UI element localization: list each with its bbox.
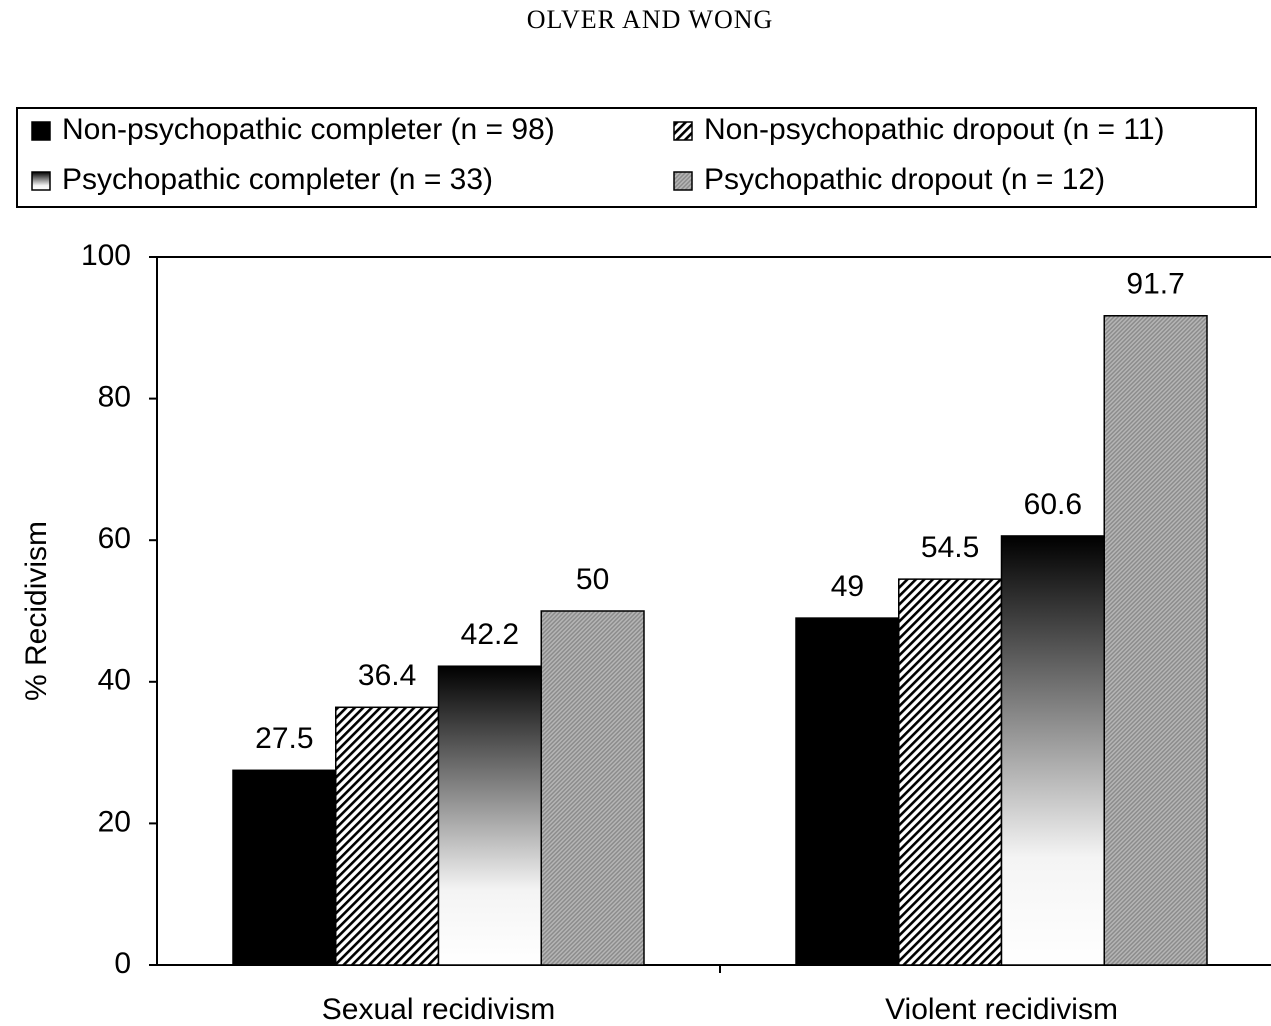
bar — [898, 578, 1003, 966]
value-label: 27.5 — [255, 722, 313, 755]
y-axis-label: % Recidivism — [20, 521, 53, 701]
value-label: 50 — [576, 563, 609, 596]
bar — [540, 610, 645, 966]
value-label: 54.5 — [921, 531, 979, 564]
legend-label: Psychopathic dropout (n = 12) — [704, 163, 1105, 196]
bar — [1000, 535, 1105, 966]
legend-swatch — [673, 171, 693, 191]
y-tick-label: 80 — [98, 381, 131, 414]
y-tick-label: 100 — [81, 239, 131, 272]
value-label: 42.2 — [461, 618, 519, 651]
legend-swatch — [673, 121, 693, 141]
legend-label: Non-psychopathic completer (n = 98) — [62, 113, 555, 146]
bar — [1103, 315, 1208, 966]
y-tick-label: 60 — [98, 522, 131, 555]
page-header: OLVER AND WONG — [527, 5, 774, 34]
bar — [335, 706, 440, 966]
legend-swatch — [31, 121, 51, 141]
value-label: 36.4 — [358, 659, 416, 692]
legend-box — [16, 107, 1257, 208]
legend-swatch — [31, 171, 51, 191]
legend-label: Psychopathic completer (n = 33) — [62, 163, 493, 196]
bar — [232, 769, 337, 966]
y-tick-label: 40 — [98, 664, 131, 697]
x-tick-label: Sexual recidivism — [322, 993, 555, 1026]
value-label: 60.6 — [1024, 488, 1082, 521]
bar — [437, 665, 542, 966]
x-tick-label: Violent recidivism — [885, 993, 1118, 1026]
legend-label: Non-psychopathic dropout (n = 11) — [704, 113, 1165, 146]
value-label: 91.7 — [1126, 268, 1184, 301]
y-tick-label: 20 — [98, 805, 131, 838]
value-label: 49 — [831, 570, 864, 603]
bar — [795, 617, 900, 966]
y-tick-label: 0 — [114, 947, 131, 980]
